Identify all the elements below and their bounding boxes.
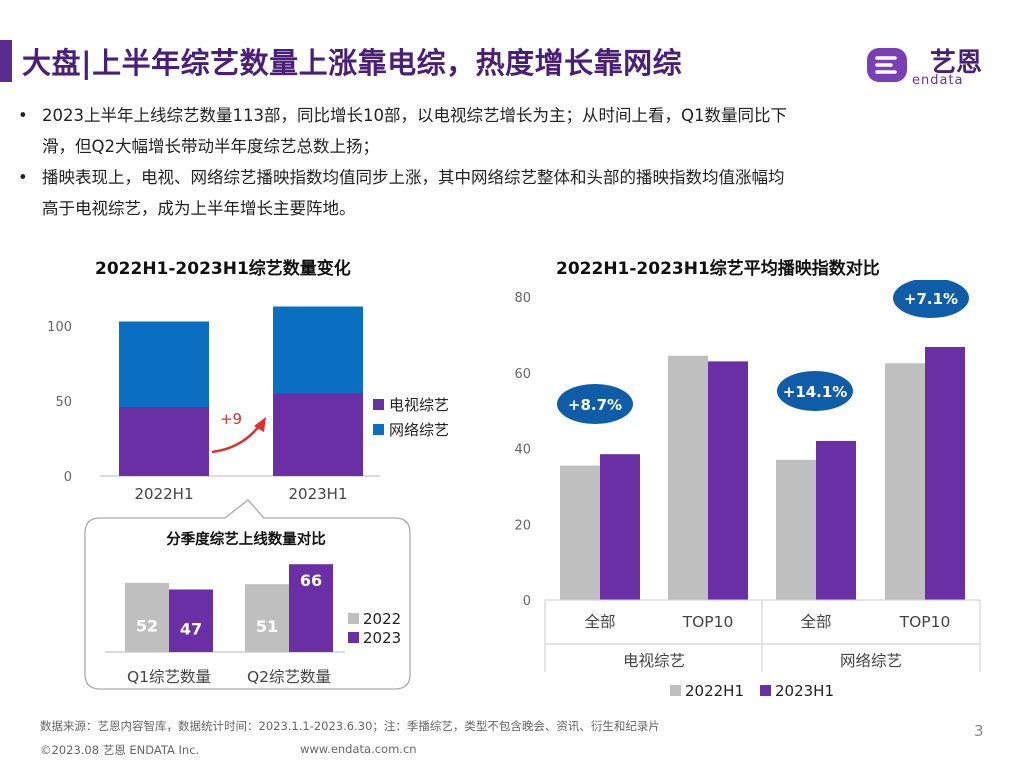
title-accent-bar: [0, 40, 12, 82]
x-tick-label: TOP10: [682, 613, 734, 631]
group-label: 电视综艺: [623, 652, 685, 670]
legend-swatch: [373, 424, 384, 435]
bullet-list: • 2023上半年上线综艺数量113部，同比增长10部，以电视综艺增长为主；从时…: [18, 100, 978, 224]
data-label: 51: [256, 617, 278, 636]
growth-annotation: +7.1%: [904, 290, 958, 308]
bullet-text-line: 2023上半年上线综艺数量113部，同比增长10部，以电视综艺增长为主；从时间上…: [42, 106, 787, 125]
y-tick-label: 50: [55, 395, 72, 410]
page-title: 大盘|上半年综艺数量上涨靠电综，热度增长靠网综: [22, 46, 683, 80]
data-label: 52: [136, 616, 158, 635]
bar: [668, 355, 708, 600]
growth-bubble: [777, 371, 853, 411]
legend-label: 2023: [363, 629, 401, 647]
logo-text: 艺恩: [930, 48, 983, 78]
legend-label: 电视综艺: [389, 396, 449, 414]
y-tick-label: 40: [514, 443, 531, 458]
bar-segment: [119, 407, 209, 476]
y-tick-label: 0: [64, 470, 72, 485]
endata-logo: [867, 48, 907, 82]
bar: [885, 363, 925, 600]
growth-annotation: +8.7%: [568, 396, 622, 414]
x-tick-label: Q2综艺数量: [247, 668, 331, 686]
legend-label: 2022: [363, 610, 401, 628]
chart3-title: 2022H1-2023H1综艺平均播映指数对比: [556, 259, 880, 279]
x-tick-label: Q1综艺数量: [127, 668, 211, 686]
y-tick-label: 60: [514, 367, 531, 382]
x-tick-label: 全部: [800, 613, 831, 631]
growth-annotation: +9: [220, 410, 242, 428]
legend-swatch: [670, 685, 681, 696]
y-tick-label: 20: [514, 518, 531, 533]
logo-subtext: endata: [912, 73, 964, 88]
bar: [708, 361, 748, 600]
bullet-item: • 2023上半年上线综艺数量113部，同比增长10部，以电视综艺增长为主；从时…: [18, 100, 978, 162]
legend-label: 2022H1: [685, 682, 744, 700]
bar: [125, 582, 169, 652]
growth-arrow-head-icon: [254, 417, 266, 432]
y-tick-label: 0: [523, 594, 531, 609]
chart1-title: 2022H1-2023H1综艺数量变化: [95, 259, 351, 279]
growth-bubble: [557, 384, 633, 424]
bar: [816, 440, 856, 600]
bar-segment: [119, 321, 209, 407]
bar-segment: [273, 306, 363, 394]
x-tick-label: 2023H1: [289, 485, 348, 503]
y-tick-label: 100: [47, 320, 72, 335]
data-label: 66: [300, 571, 322, 590]
bullet-dot-icon: •: [18, 106, 28, 125]
bullet-item: • 播映表现上，电视、网络综艺播映指数均值同步上涨，其中网络综艺整体和头部的播映…: [18, 162, 978, 224]
data-label: 47: [180, 620, 202, 639]
bullet-dot-icon: •: [18, 168, 28, 187]
bullet-text-line: 播映表现上，电视、网络综艺播映指数均值同步上涨，其中网络综艺整体和头部的播映指数…: [42, 168, 785, 187]
bar: [169, 589, 213, 652]
x-tick-label: 2022H1: [135, 485, 194, 503]
bar-segment: [273, 393, 363, 476]
bullet-text-line: 滑，但Q2大幅增长带动半年度综艺总数上扬；: [42, 137, 379, 156]
page-number: 3: [974, 722, 984, 740]
bar: [289, 564, 333, 652]
bar: [245, 584, 289, 652]
right-chart-svg: 0 20 40 60 80 全部 TOP10 全部 TOP10 电视综艺 网络综艺 +8.7% +14.…: [514, 280, 981, 700]
bar: [925, 346, 965, 600]
footer-website[interactable]: www.endata.com.cn: [300, 742, 417, 756]
y-tick-label: 80: [514, 291, 531, 306]
legend-swatch: [348, 632, 359, 643]
group-label: 网络综艺: [840, 652, 902, 670]
x-tick-label: 全部: [584, 613, 615, 631]
x-tick-label: TOP10: [899, 613, 951, 631]
bar: [776, 459, 816, 600]
growth-bubble: [893, 280, 969, 318]
legend-swatch: [373, 399, 384, 410]
legend-label: 2023H1: [775, 682, 834, 700]
legend-swatch: [760, 685, 771, 696]
bar: [560, 465, 600, 600]
legend-label: 网络综艺: [389, 421, 449, 439]
bullet-text-line: 高于电视综艺，成为上半年增长主要阵地。: [42, 199, 356, 218]
growth-annotation: +14.1%: [783, 383, 848, 401]
chart2-title: 分季度综艺上线数量对比: [166, 530, 326, 548]
footer-source: 数据来源：艺恩内容智库，数据统计时间：2023.1.1-2023.6.30；注：…: [40, 719, 660, 733]
bar: [600, 454, 640, 600]
legend-swatch: [348, 613, 359, 624]
footer-copyright: ©2023.08 艺恩 ENDATA Inc.: [40, 743, 200, 757]
